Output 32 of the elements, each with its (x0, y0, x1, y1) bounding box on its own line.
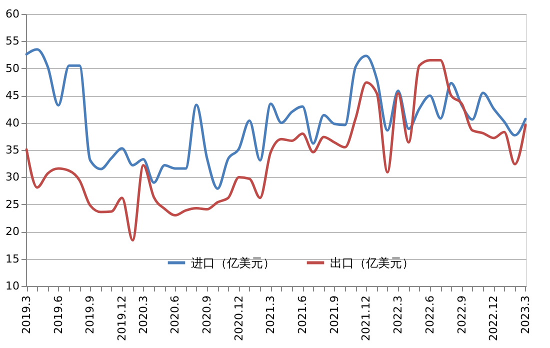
x-tick-label: 2021.9 (328, 296, 341, 334)
x-tick-label: 2020.6 (168, 296, 182, 334)
x-tick-label: 2019.3 (20, 296, 34, 334)
legend-label: 进口（亿美元） (191, 256, 275, 270)
x-tick-label: 2020.3 (136, 296, 150, 334)
y-tick-label: 30 (6, 170, 20, 184)
x-tick-label: 2021.6 (296, 296, 310, 334)
y-tick-label: 35 (6, 144, 20, 156)
x-tick-label: 2022.6 (423, 296, 436, 334)
y-tick-label: 50 (6, 62, 20, 75)
y-tick-label: 60 (6, 8, 20, 20)
y-tick-label: 55 (6, 34, 20, 48)
x-tick-label: 2023.3 (518, 296, 532, 334)
y-tick-label: 45 (6, 89, 20, 102)
y-tick-label: 15 (6, 252, 20, 266)
x-tick-label: 2022.3 (392, 296, 405, 334)
y-tick-label: 40 (6, 116, 20, 130)
y-tick-label: 25 (6, 198, 20, 211)
line-series (25, 48, 527, 190)
line-series (25, 58, 527, 242)
x-tick-label: 2021.12 (360, 296, 373, 341)
x-tick-label: 2019.12 (116, 296, 129, 341)
x-tick-label: 2021.3 (264, 296, 278, 334)
x-tick-label: 2022.9 (455, 296, 468, 334)
x-tick-label: 2020.9 (200, 296, 214, 334)
y-tick-label: 10 (6, 280, 20, 292)
x-tick-label: 2019.9 (84, 296, 97, 334)
y-tick-label: 20 (6, 225, 20, 238)
x-tick-label: 2022.12 (487, 296, 500, 341)
legend-label: 出口（亿美元） (330, 256, 414, 270)
x-tick-label: 2020.12 (232, 296, 246, 341)
x-tick-label: 2019.6 (52, 296, 65, 334)
